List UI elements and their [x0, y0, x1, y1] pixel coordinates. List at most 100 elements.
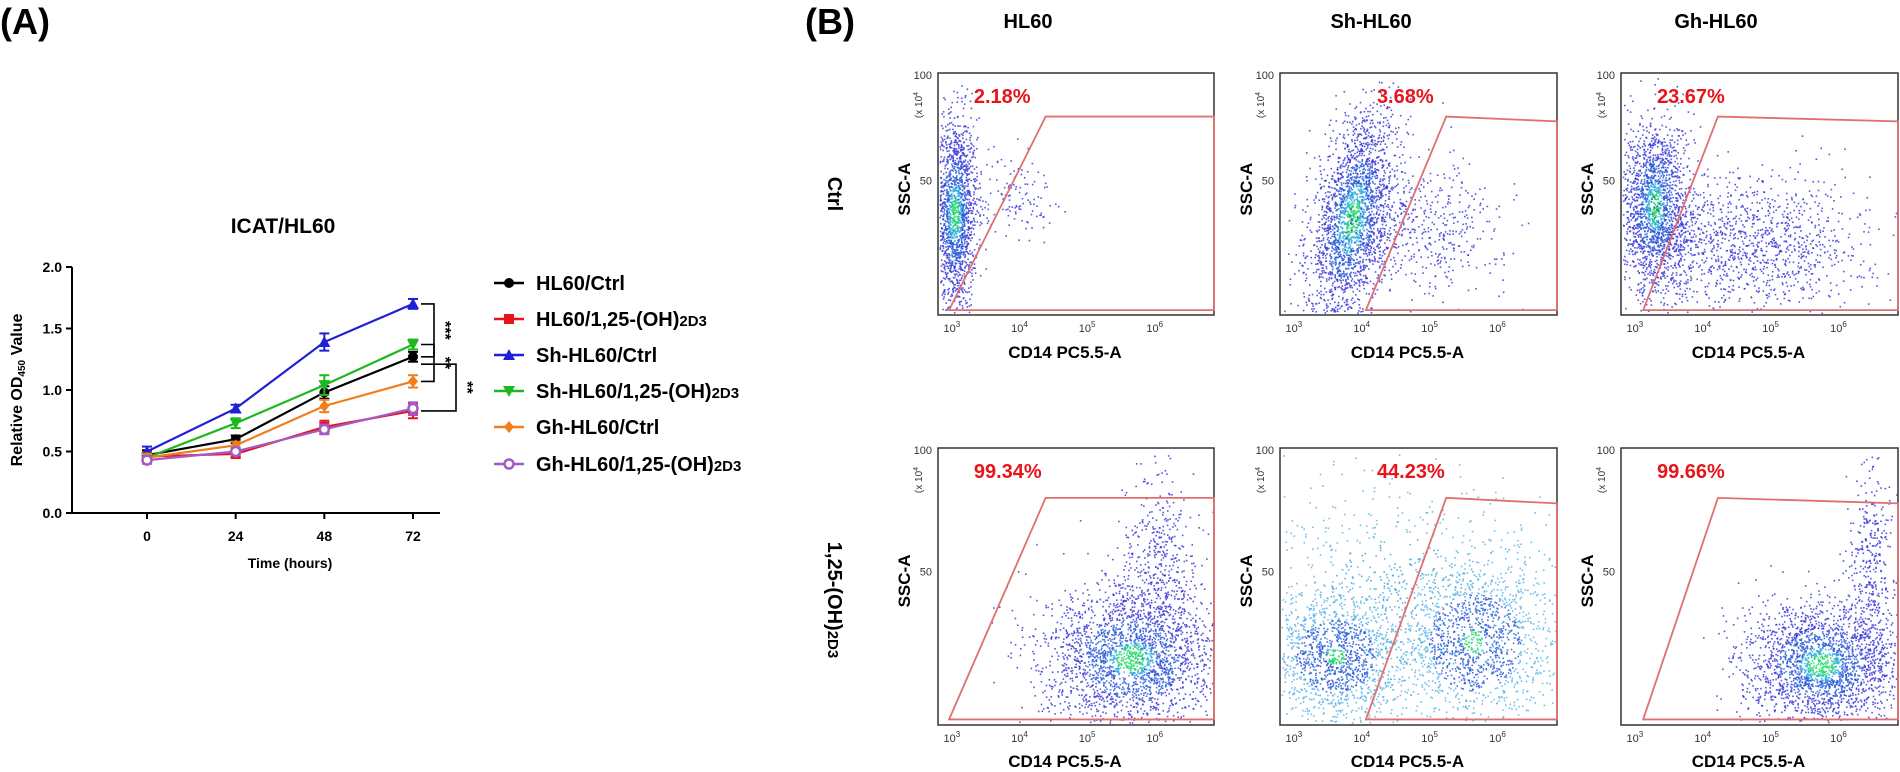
y-tick-label: 50	[1603, 566, 1615, 578]
y-axis-label: SSC-A	[895, 555, 914, 608]
x-tick-label: 105	[1762, 730, 1779, 745]
flow-panel-1-1: 44.23% 100 50 (x 104 SSC-A 103 104 105 106 CD14 P…	[1237, 445, 1558, 771]
flow-cytometry-grid: HL60 Sh-HL60 Gh-HL60 Ctrl 1,25-(OH)2D3 2.18% 1…	[823, 11, 1899, 771]
event-dots	[991, 455, 1215, 724]
flow-panel-0-1: 3.68% 100 50 (x 104 SSC-A 103 104 105 106 CD14 PC…	[1237, 70, 1558, 362]
plot-frame	[1620, 72, 1899, 316]
plot-frame	[1279, 447, 1558, 726]
gate-percent: 99.34%	[974, 461, 1042, 483]
series-4	[142, 374, 418, 464]
x-tick-label: 104	[1011, 320, 1028, 335]
plot-frame	[937, 72, 1215, 316]
y-axis-label: Relative OD450 Value	[9, 314, 28, 467]
y-multiplier: (x 104	[1596, 467, 1608, 493]
significance-bracket	[421, 363, 457, 412]
x-tick-label: 105	[1079, 320, 1096, 335]
data-point	[407, 297, 419, 309]
gate-percent: 23.67%	[1657, 86, 1725, 108]
gate-polygon	[1641, 496, 1899, 721]
event-dots	[1284, 81, 1530, 314]
legend-marker	[503, 349, 515, 360]
legend-label: Sh-HL60/Ctrl	[536, 345, 657, 367]
data-point	[229, 445, 242, 458]
x-tick-label: 104	[1353, 730, 1370, 745]
event-dots	[939, 85, 1066, 314]
x-axis-label: CD14 PC5.5-A	[1008, 752, 1121, 771]
gate-percent: 2.18%	[974, 86, 1031, 108]
x-axis-label: CD14 PC5.5-A	[1008, 343, 1121, 362]
y-tick-label: 0.0	[43, 505, 63, 521]
y-axis-label: SSC-A	[1578, 555, 1597, 608]
x-tick-label: 106	[1146, 730, 1163, 745]
x-tick-label: 105	[1421, 730, 1438, 745]
flow-panel-0-0: 2.18% 100 50 (x 104 SSC-A 103 104 105 106 CD14 PC…	[895, 70, 1215, 362]
column-title: HL60	[1004, 11, 1053, 33]
y-tick-label: 50	[1603, 175, 1615, 187]
y-tick-label: 100	[1597, 445, 1615, 457]
gate-percent: 44.23%	[1377, 461, 1445, 483]
legend-item-0: HL60/Ctrl	[494, 273, 625, 295]
legend-label: Gh-HL60/1,25-(OH)2D3	[536, 454, 741, 476]
legend-marker	[504, 421, 514, 433]
series-line	[146, 355, 414, 457]
x-tick-label: 105	[1762, 320, 1779, 335]
data-point	[407, 402, 419, 415]
gate-polygon	[1364, 496, 1558, 721]
series-line	[146, 343, 414, 459]
x-tick-label: 106	[1489, 730, 1506, 745]
legend-label: Gh-HL60/Ctrl	[536, 417, 659, 439]
y-multiplier: (x 104	[1255, 467, 1267, 493]
x-tick-label: 106	[1830, 730, 1847, 745]
y-tick-label: 100	[914, 70, 932, 82]
series-2	[141, 297, 419, 458]
y-axis-label: SSC-A	[1237, 555, 1256, 608]
gate-polygon	[1641, 115, 1899, 312]
legend-marker	[503, 386, 515, 397]
legend-label: HL60/Ctrl	[536, 273, 625, 295]
y-axis-label: SSC-A	[1578, 163, 1597, 216]
row-label-treatment: 1,25-(OH)2D3	[823, 542, 845, 658]
x-tick-label: 48	[317, 528, 333, 544]
x-tick-label: 106	[1830, 320, 1847, 335]
x-axis-label: CD14 PC5.5-A	[1692, 752, 1805, 771]
y-tick-label: 2.0	[43, 259, 63, 275]
significance-label: **	[458, 381, 475, 394]
legend-item-5: Gh-HL60/1,25-(OH)2D3	[494, 454, 741, 476]
y-tick-label: 50	[1262, 175, 1274, 187]
x-tick-label: 106	[1489, 320, 1506, 335]
legend-marker	[504, 314, 514, 324]
legend-item-1: HL60/1,25-(OH)2D3	[494, 309, 707, 331]
legend-item-2: Sh-HL60/Ctrl	[494, 345, 657, 367]
y-tick-label: 100	[1597, 70, 1615, 82]
x-axis-label: CD14 PC5.5-A	[1692, 343, 1805, 362]
panel-a-label: (A)	[0, 1, 50, 42]
plot-frame	[937, 447, 1215, 726]
plot-frame	[1620, 447, 1899, 726]
event-dots	[1702, 456, 1898, 724]
y-multiplier: (x 104	[913, 92, 925, 118]
data-point	[141, 454, 153, 466]
series-5	[141, 401, 419, 466]
y-multiplier: (x 104	[913, 467, 925, 493]
x-tick-label: 105	[1079, 730, 1096, 745]
x-tick-label: 24	[228, 528, 244, 544]
x-tick-label: 103	[944, 320, 961, 335]
event-dots	[1281, 454, 1557, 724]
legend-item-3: Sh-HL60/1,25-(OH)2D3	[494, 381, 739, 403]
legend-marker	[503, 458, 515, 470]
y-multiplier: (x 104	[1255, 92, 1267, 118]
y-tick-label: 1.5	[43, 321, 63, 337]
chart-title: ICAT/HL60	[231, 215, 336, 238]
panel-b-label: (B)	[805, 1, 855, 42]
flow-panel-1-0: 99.34% 100 50 (x 104 SSC-A 103 104 105 106 CD14 P…	[895, 445, 1215, 771]
y-multiplier: (x 104	[1596, 92, 1608, 118]
flow-panel-1-2: 99.66% 100 50 (x 104 SSC-A 103 104 105 106 CD14 P…	[1578, 445, 1899, 771]
series-3	[141, 338, 419, 464]
legend-item-4: Gh-HL60/Ctrl	[494, 417, 659, 439]
series-line	[146, 407, 414, 462]
y-tick-label: 50	[920, 566, 932, 578]
x-tick-label: 103	[1627, 730, 1644, 745]
y-tick-label: 100	[914, 445, 932, 457]
x-tick-label: 103	[1286, 320, 1303, 335]
x-axis-label: CD14 PC5.5-A	[1351, 343, 1464, 362]
